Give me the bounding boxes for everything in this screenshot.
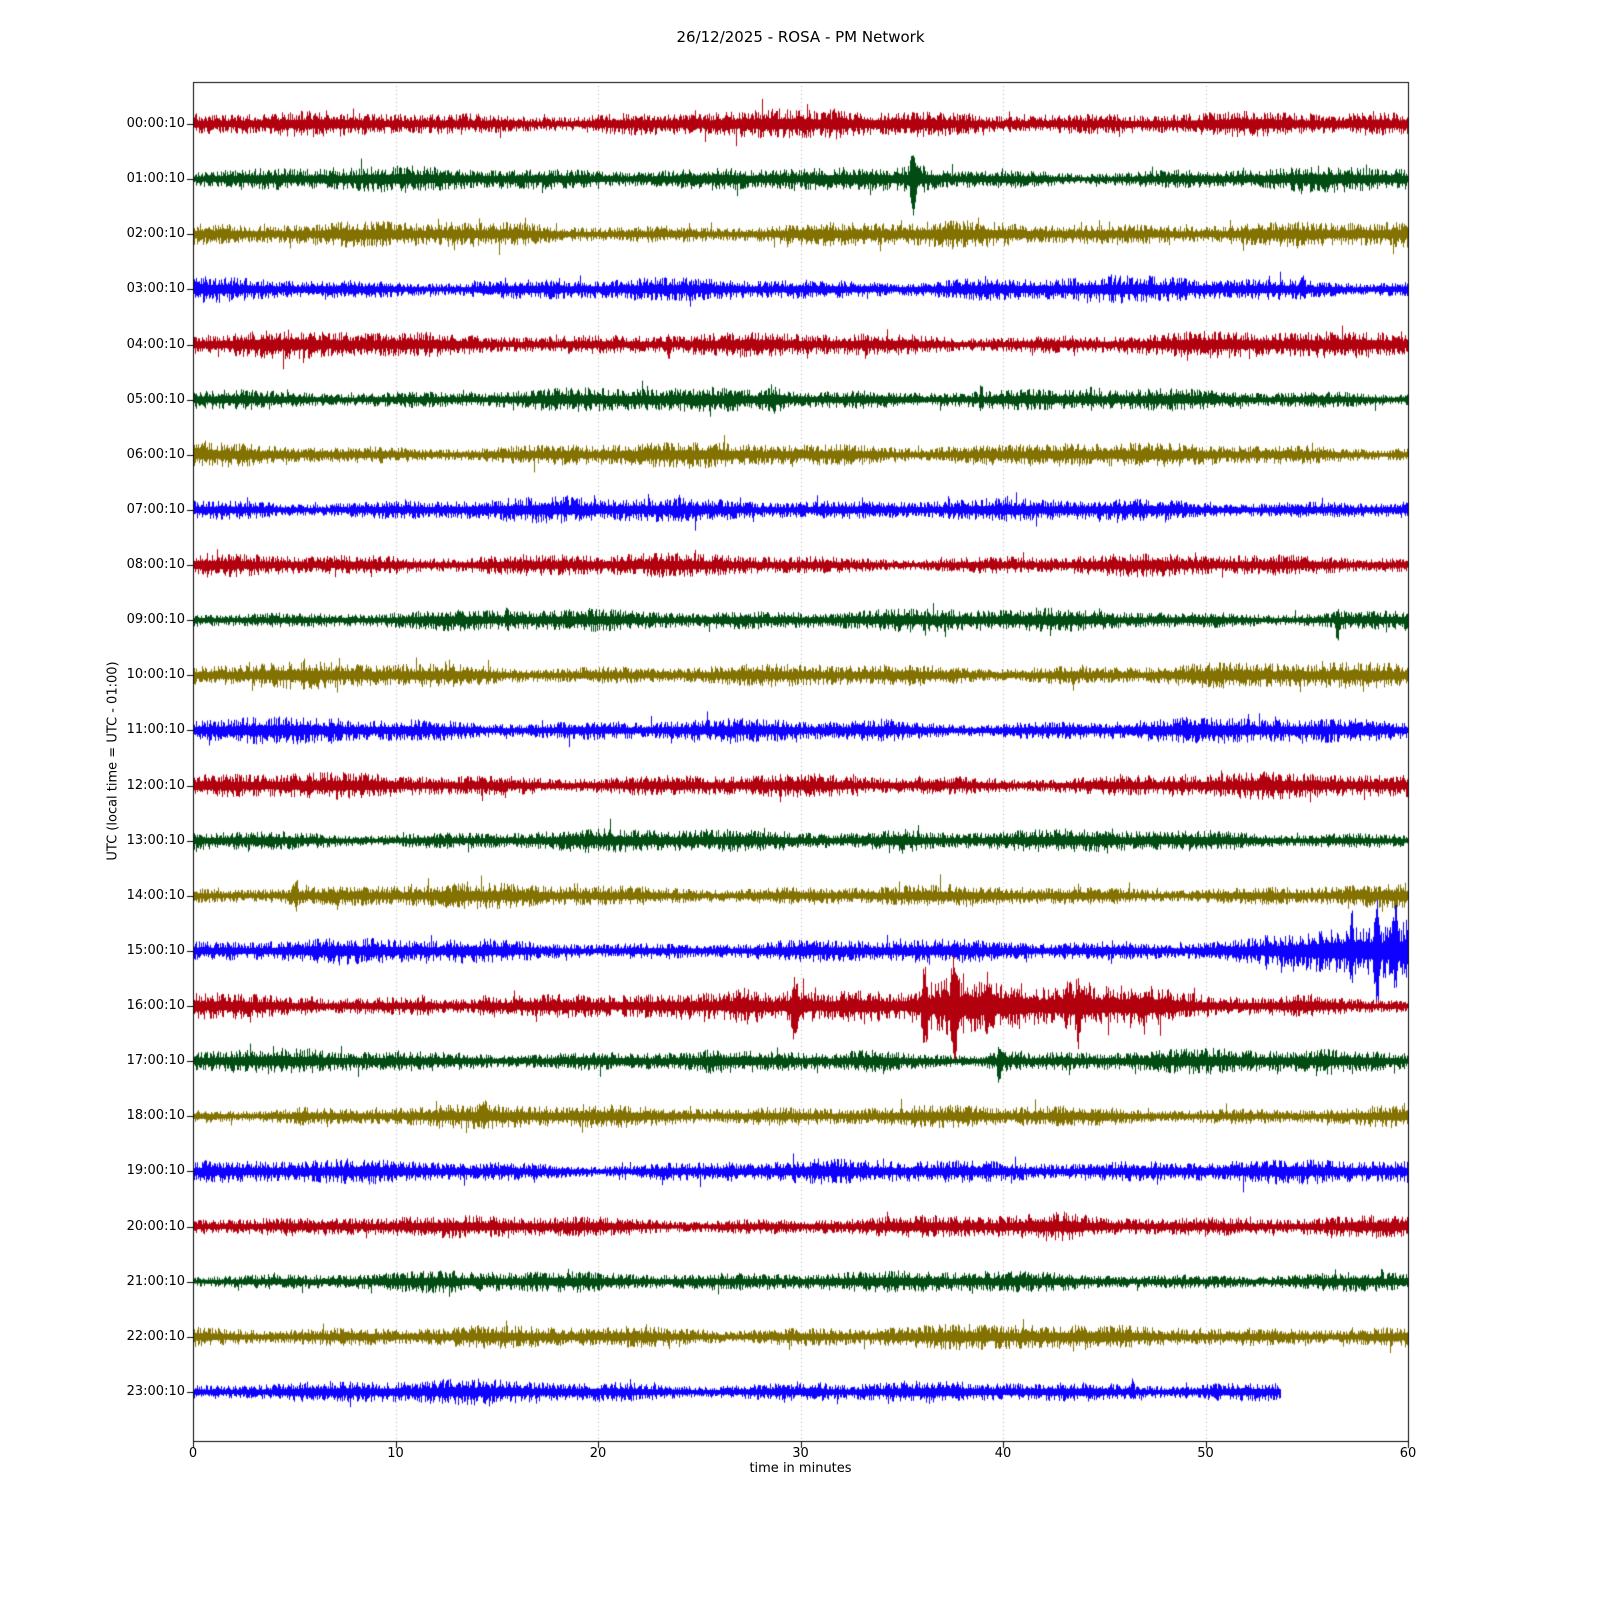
- trace-label: 14:00:10: [126, 887, 185, 903]
- x-tick-label: 0: [188, 1446, 198, 1461]
- trace-label: 06:00:10: [126, 446, 185, 462]
- y-axis-label: UTC (local time = UTC - 01:00): [105, 661, 121, 861]
- trace-label: 21:00:10: [126, 1273, 185, 1289]
- trace-label: 17:00:10: [126, 1053, 185, 1069]
- trace-label: 11:00:10: [126, 722, 185, 738]
- trace-label: 04:00:10: [126, 336, 185, 352]
- trace-label: 20:00:10: [126, 1218, 185, 1234]
- x-axis-label: time in minutes: [749, 1461, 852, 1476]
- trace-label: 15:00:10: [126, 942, 185, 958]
- x-tick-label: 30: [792, 1446, 809, 1461]
- trace-label: 23:00:10: [126, 1383, 185, 1399]
- trace-label: 16:00:10: [126, 998, 185, 1014]
- trace-label: 00:00:10: [126, 116, 185, 131]
- trace-label: 05:00:10: [126, 391, 185, 407]
- trace-label: 13:00:10: [126, 832, 185, 848]
- x-tick-label: 60: [1399, 1446, 1417, 1461]
- trace-label: 10:00:10: [126, 667, 185, 683]
- x-tick-label: 50: [1197, 1446, 1214, 1461]
- x-tick-label: 20: [589, 1446, 607, 1461]
- trace-label: 12:00:10: [126, 777, 185, 793]
- trace-label: 22:00:10: [126, 1328, 185, 1344]
- trace-label: 09:00:10: [126, 612, 185, 628]
- x-tick-label: 40: [994, 1446, 1012, 1461]
- trace-label: 18:00:10: [126, 1108, 185, 1124]
- trace-label: 01:00:10: [126, 171, 185, 187]
- trace-label: 08:00:10: [126, 557, 185, 573]
- trace-label: 07:00:10: [126, 501, 185, 517]
- trace-label: 03:00:10: [126, 281, 185, 297]
- x-tick-label: 10: [387, 1446, 404, 1461]
- trace-label: 02:00:10: [126, 226, 185, 242]
- trace-label: 19:00:10: [126, 1163, 185, 1179]
